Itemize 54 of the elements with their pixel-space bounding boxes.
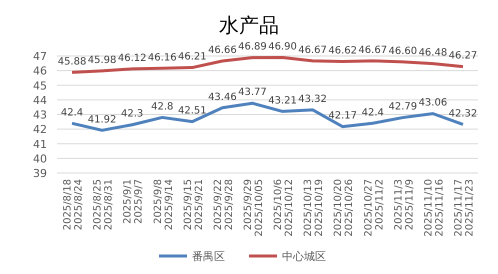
x-tick-label: 2025/10/27 2025/11/2 xyxy=(363,179,386,237)
data-label: 41.92 xyxy=(88,114,116,126)
legend-label: 中心城区 xyxy=(282,250,326,263)
x-tick-label: 2025/9/1 2025/9/7 xyxy=(122,179,145,224)
data-label: 42.3 xyxy=(121,108,144,120)
data-label: 42.79 xyxy=(388,102,418,113)
data-label: 46.27 xyxy=(448,50,478,62)
y-tick-label: 44 xyxy=(33,94,47,107)
x-tick-label: 2025/10/6 2025/10/12 xyxy=(273,179,296,237)
data-label: 45.98 xyxy=(88,54,116,66)
x-tick-label: 2025/11/3 2025/11/9 xyxy=(393,179,416,230)
data-label: 46.66 xyxy=(208,44,237,56)
data-label: 42.4 xyxy=(362,107,384,118)
x-tick-label: 2025/9/15 2025/9/21 xyxy=(182,179,205,230)
data-label: 42.4 xyxy=(60,107,84,118)
y-tick-label: 42 xyxy=(33,123,47,136)
y-tick-label: 43 xyxy=(33,108,47,122)
y-tick-label: 39 xyxy=(33,167,47,180)
x-tick-label: 2025/9/29 2025/10/05 xyxy=(242,179,265,237)
data-label: 42.32 xyxy=(448,108,478,120)
y-tick-label: 47 xyxy=(33,50,47,63)
data-label: 46.67 xyxy=(358,44,388,56)
data-label: 46.21 xyxy=(178,52,207,63)
x-tick-label: 2025/9/8 2025/9/14 xyxy=(152,179,175,230)
data-label: 46.16 xyxy=(148,52,177,64)
x-tick-label: 2025/10/13 2025/10/19 xyxy=(303,179,326,237)
chart-title: 水产品 xyxy=(219,13,279,37)
data-label: 43.46 xyxy=(208,92,237,103)
data-label: 42.51 xyxy=(178,106,207,117)
y-tick-label: 46 xyxy=(33,64,47,78)
data-label: 45.88 xyxy=(58,56,86,68)
x-tick-label: 2025/9/22 2025/9/28 xyxy=(212,179,235,230)
data-label: 42.17 xyxy=(328,110,357,122)
x-tick-label: 2025/11/17 2025/11/23 xyxy=(453,179,476,237)
data-label: 43.77 xyxy=(238,87,267,98)
data-label: 46.62 xyxy=(328,46,357,57)
y-tick-label: 40 xyxy=(33,152,47,166)
data-label: 46.12 xyxy=(118,52,146,64)
y-tick-label: 41 xyxy=(33,138,47,151)
data-label: 46.60 xyxy=(388,46,418,57)
x-tick-label: 2025/8/18 2025/8/24 xyxy=(62,179,85,230)
data-label: 46.67 xyxy=(298,44,327,56)
data-label: 43.21 xyxy=(268,95,297,106)
x-tick-label: 2025/10/20 2025/10/26 xyxy=(333,179,356,237)
data-label: 43.32 xyxy=(298,94,327,105)
data-label: 46.89 xyxy=(238,42,267,53)
y-tick-label: 45 xyxy=(33,79,47,92)
x-tick-label: 2025/8/25 2025/8/31 xyxy=(92,179,115,230)
legend-label: 番禺区 xyxy=(192,250,225,263)
data-label: 46.48 xyxy=(418,48,448,59)
data-label: 46.90 xyxy=(268,41,297,52)
data-label: 42.8 xyxy=(151,101,174,112)
x-tick-label: 2025/11/10 2025/11/16 xyxy=(423,179,446,237)
data-label: 43.06 xyxy=(418,98,448,109)
